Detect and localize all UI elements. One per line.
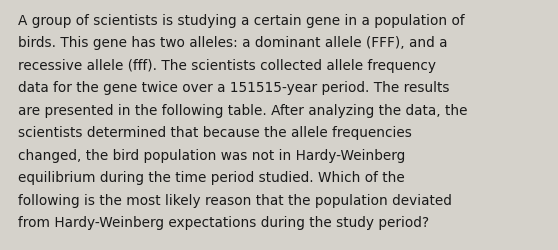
Text: recessive allele (fff). The scientists collected allele frequency: recessive allele (fff). The scientists c…: [18, 59, 436, 73]
Text: following is the most likely reason that the population deviated: following is the most likely reason that…: [18, 193, 452, 207]
Text: scientists determined that because the allele frequencies: scientists determined that because the a…: [18, 126, 412, 140]
Text: data for the gene twice over a 151515-year period. The results: data for the gene twice over a 151515-ye…: [18, 81, 450, 95]
Text: equilibrium during the time period studied. Which of the: equilibrium during the time period studi…: [18, 171, 405, 185]
Text: changed, the bird population was not in Hardy-Weinberg: changed, the bird population was not in …: [18, 148, 405, 162]
Text: birds. This gene has two alleles: a dominant allele (FFF), and a: birds. This gene has two alleles: a domi…: [18, 36, 448, 50]
Text: A group of scientists is studying a certain gene in a population of: A group of scientists is studying a cert…: [18, 14, 465, 28]
Text: from Hardy-Weinberg expectations during the study period?: from Hardy-Weinberg expectations during …: [18, 216, 429, 230]
Text: are presented in the following table. After analyzing the data, the: are presented in the following table. Af…: [18, 104, 468, 118]
